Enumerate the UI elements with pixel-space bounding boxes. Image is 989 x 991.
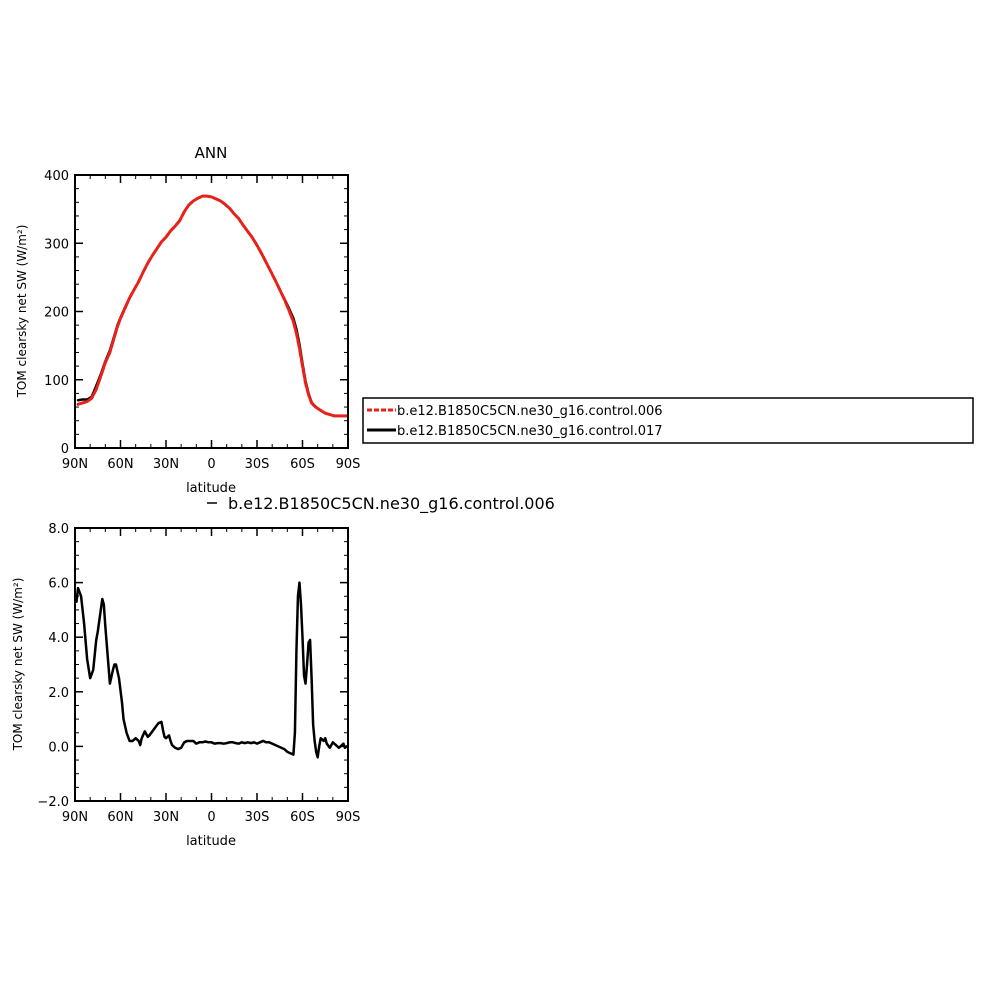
bottom-panel-series-line-0	[75, 581, 348, 759]
legend-label-series-006: b.e12.B1850C5CN.ne30_g16.control.006	[397, 404, 663, 419]
top-panel-y-tick-label: 100	[44, 374, 69, 389]
top-panel-y-tick-label: 400	[44, 169, 69, 184]
top-panel-x-tick-label: 60N	[107, 457, 133, 472]
legend: b.e12.B1850C5CN.ne30_g16.control.006 b.e…	[362, 397, 974, 444]
bottom-legend-label: b.e12.B1850C5CN.ne30_g16.control.006	[228, 494, 555, 514]
bottom-panel-plot-area: 90N 60N 30N 0 30S 60S 90S −2.0 0.0 2.0 4.0 6.0 8.0	[37, 522, 360, 825]
top-panel-y-tick-label: 200	[44, 306, 69, 321]
bottom-panel-y-tick-label: 6.0	[48, 577, 69, 592]
bottom-panel-x-tick-label: 30N	[153, 810, 179, 825]
bottom-panel-x-tick-label: 90S	[336, 810, 361, 825]
bottom-panel-y-tick-label: 2.0	[48, 686, 69, 701]
top-panel-ylabel: TOM clearsky net SW (W/m²)	[15, 225, 29, 399]
bottom-panel-y-tick-label: 0.0	[48, 740, 69, 755]
bottom-panel: 90N 60N 30N 0 30S 60S 90S −2.0 0.0 2.0 4.0 6.0 8.0 l…	[11, 522, 360, 849]
top-panel: ANN 90N 60N 30N 0 30S 60S 90S 0 100 200 300 400 lat…	[15, 144, 360, 496]
bottom-panel-ylabel: TOM clearsky net SW (W/m²)	[11, 578, 25, 752]
bottom-panel-x-tick-label: 30S	[245, 810, 270, 825]
top-panel-x-tick-label: 0	[207, 457, 215, 472]
top-panel-xlabel: latitude	[186, 481, 236, 496]
bottom-panel-y-tick-label: 8.0	[48, 522, 69, 537]
bottom-panel-x-tick-label: 60N	[107, 810, 133, 825]
top-panel-x-tick-label: 60S	[290, 457, 315, 472]
top-panel-title: ANN	[195, 144, 228, 162]
top-panel-x-tick-label: 90N	[62, 457, 88, 472]
legend-label-series-017: b.e12.B1850C5CN.ne30_g16.control.017	[397, 424, 663, 439]
legend-box	[362, 397, 974, 444]
top-panel-y-tick-label: 0	[61, 442, 69, 457]
top-panel-x-tick-label: 30N	[153, 457, 179, 472]
top-panel-frame	[74, 174, 349, 449]
bottom-panel-x-tick-label: 90N	[62, 810, 88, 825]
top-panel-x-tick-label: 90S	[336, 457, 361, 472]
top-panel-x-tick-label: 30S	[245, 457, 270, 472]
bottom-panel-x-tick-label: 0	[207, 810, 215, 825]
bottom-panel-y-tick-label: −2.0	[37, 795, 69, 810]
bottom-panel-xlabel: latitude	[186, 834, 236, 849]
top-panel-plot-area: 90N 60N 30N 0 30S 60S 90S 0 100 200 300 400	[44, 169, 360, 472]
bottom-panel-frame	[74, 527, 349, 802]
top-panel-series-line-0	[76, 194, 348, 418]
top-panel-y-tick-label: 300	[44, 237, 69, 252]
bottom-panel-legend: b.e12.B1850C5CN.ne30_g16.control.006	[207, 494, 555, 514]
bottom-panel-y-tick-label: 4.0	[48, 631, 69, 646]
bottom-panel-x-tick-label: 60S	[290, 810, 315, 825]
